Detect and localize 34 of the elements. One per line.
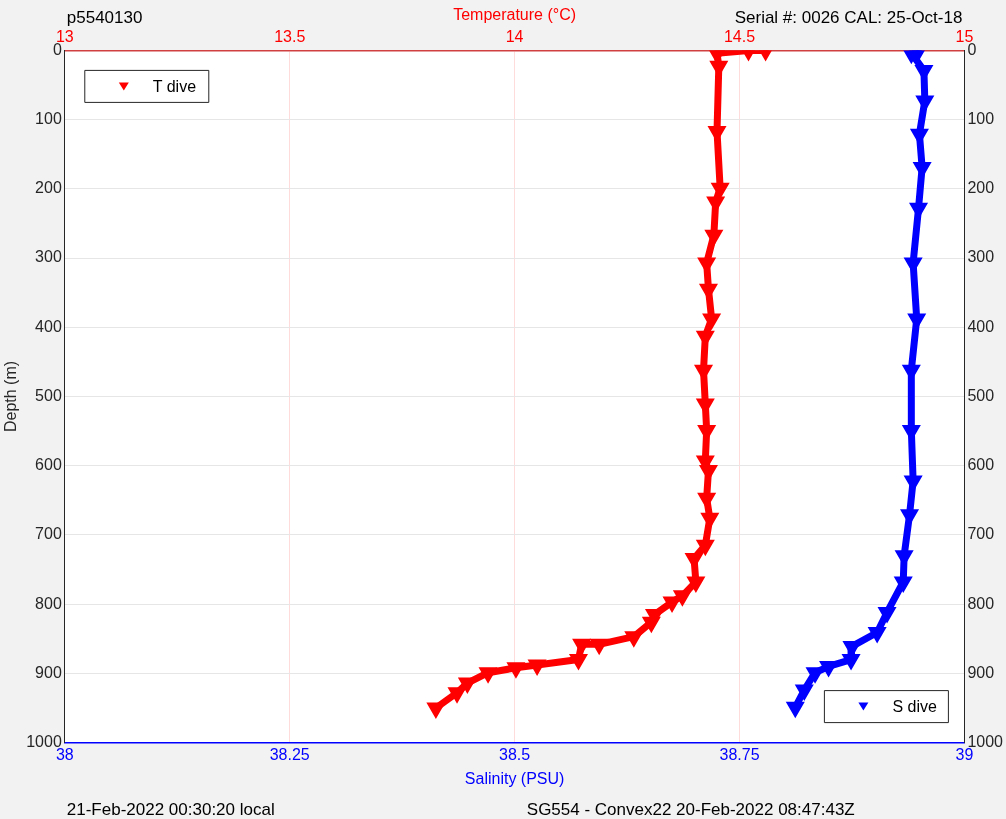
x2-tick-label: 14.5 bbox=[723, 28, 756, 46]
legend-label: T dive bbox=[152, 77, 197, 95]
y-tick-label: 100 bbox=[35, 110, 62, 128]
y2-tick-label: 900 bbox=[967, 663, 995, 681]
y-axis-title: Depth (m) bbox=[2, 360, 20, 433]
y2-tick-label: 800 bbox=[967, 594, 995, 612]
x-tick-label: 38.5 bbox=[499, 745, 531, 763]
y-tick-label: 500 bbox=[35, 386, 62, 404]
y-tick-label: 400 bbox=[35, 317, 62, 335]
y2-tick-label: 500 bbox=[967, 386, 995, 404]
legend-label: S dive bbox=[892, 698, 937, 716]
y-tick-label: 300 bbox=[35, 248, 62, 266]
x-axis-title: Salinity (PSU) bbox=[464, 769, 565, 787]
text: SG554 - Convex22 20-Feb-2022 08:47:43Z bbox=[526, 800, 855, 819]
y2-tick-label: 300 bbox=[967, 248, 995, 266]
text: 21-Feb-2022 00:30:20 local bbox=[66, 800, 275, 819]
x2-axis-title: Temperature (°C) bbox=[453, 6, 577, 24]
y2-tick-label: 200 bbox=[967, 179, 995, 197]
y-tick-label: 200 bbox=[35, 179, 62, 197]
x2-tick-label: 13.5 bbox=[274, 28, 306, 46]
y2-tick-label: 600 bbox=[967, 456, 995, 474]
text: Serial #: 0026 CAL: 25-Oct-18 bbox=[734, 8, 963, 27]
x2-tick-label: 14 bbox=[505, 28, 524, 46]
y-tick-label: 600 bbox=[35, 456, 62, 474]
y-tick-label: 800 bbox=[35, 594, 62, 612]
y-tick-label: 900 bbox=[35, 663, 62, 681]
point bbox=[900, 509, 919, 523]
y2-tick-label: 400 bbox=[967, 317, 995, 335]
text: p5540130 bbox=[66, 8, 143, 27]
x-tick-label: 38.75 bbox=[719, 745, 760, 763]
x-tick-label: 38.25 bbox=[269, 745, 310, 763]
y-tick-label: 700 bbox=[35, 525, 62, 543]
y2-tick-label: 100 bbox=[967, 110, 995, 128]
y2-tick-label: 700 bbox=[967, 525, 995, 543]
